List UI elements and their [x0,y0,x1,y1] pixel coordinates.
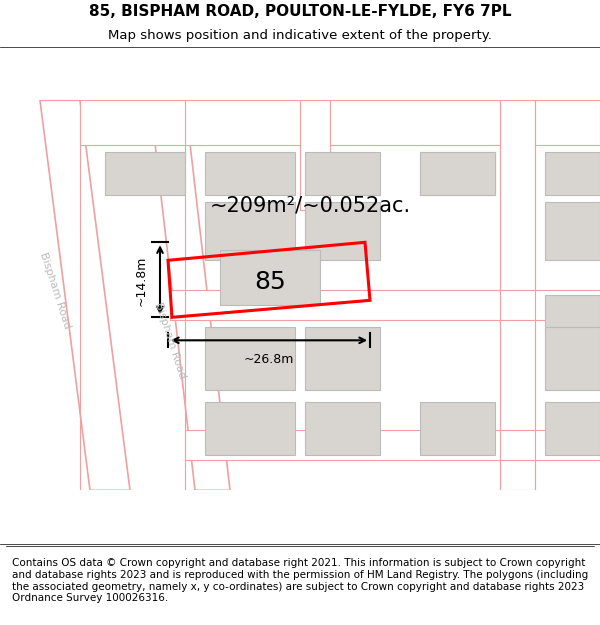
Polygon shape [545,328,600,390]
Polygon shape [420,152,495,195]
Polygon shape [220,250,320,305]
Polygon shape [150,100,230,490]
Text: 85, BISPHAM ROAD, POULTON-LE-FYLDE, FY6 7PL: 85, BISPHAM ROAD, POULTON-LE-FYLDE, FY6 … [89,4,511,19]
Polygon shape [40,100,130,490]
Polygon shape [305,402,380,455]
Polygon shape [105,152,185,195]
Polygon shape [500,100,535,490]
Text: 85: 85 [254,270,286,294]
Text: ~209m²/~0.052ac.: ~209m²/~0.052ac. [209,195,410,215]
Polygon shape [205,152,295,195]
Polygon shape [305,328,380,390]
Text: Map shows position and indicative extent of the property.: Map shows position and indicative extent… [108,29,492,42]
Polygon shape [545,402,600,455]
Text: ~26.8m: ~26.8m [244,353,294,366]
Text: Contains OS data © Crown copyright and database right 2021. This information is : Contains OS data © Crown copyright and d… [12,558,588,603]
Polygon shape [185,430,600,460]
Polygon shape [545,152,600,195]
Polygon shape [205,328,295,390]
Text: ~14.8m: ~14.8m [135,255,148,306]
Polygon shape [545,295,600,335]
Polygon shape [305,152,380,195]
Polygon shape [205,402,295,455]
Text: Bispham Road: Bispham Road [38,251,72,330]
Polygon shape [420,402,495,455]
Polygon shape [170,290,600,320]
Polygon shape [420,152,495,195]
Polygon shape [80,100,600,145]
Polygon shape [300,100,330,210]
Polygon shape [205,202,295,260]
Polygon shape [545,202,600,260]
Polygon shape [305,202,380,260]
Text: Bispham Road: Bispham Road [153,301,187,380]
